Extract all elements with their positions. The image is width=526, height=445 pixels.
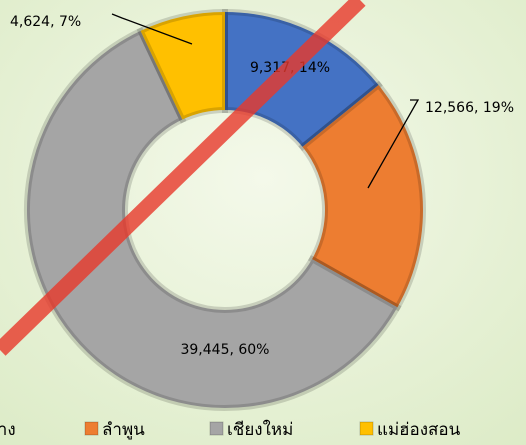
donut-slice [136,8,228,124]
legend-label: ปาง [0,420,16,440]
legend-swatch [84,421,99,436]
leader-line [367,99,420,189]
legend-label: เชียงใหม่ [227,419,293,440]
legend-swatch [359,421,374,436]
watermark [0,0,366,356]
data-label: 12,566, 19% [425,100,514,116]
legend-swatch [209,421,224,436]
data-label: 4,624, 7% [10,14,81,30]
legend-label: แม่ฮ่องสอน [377,420,461,440]
data-label: 39,445, 60% [180,342,269,358]
legend-label: ลำพูน [102,420,145,440]
donut-slice [298,80,426,312]
donut-slice [24,26,402,411]
leader-line [111,13,193,45]
